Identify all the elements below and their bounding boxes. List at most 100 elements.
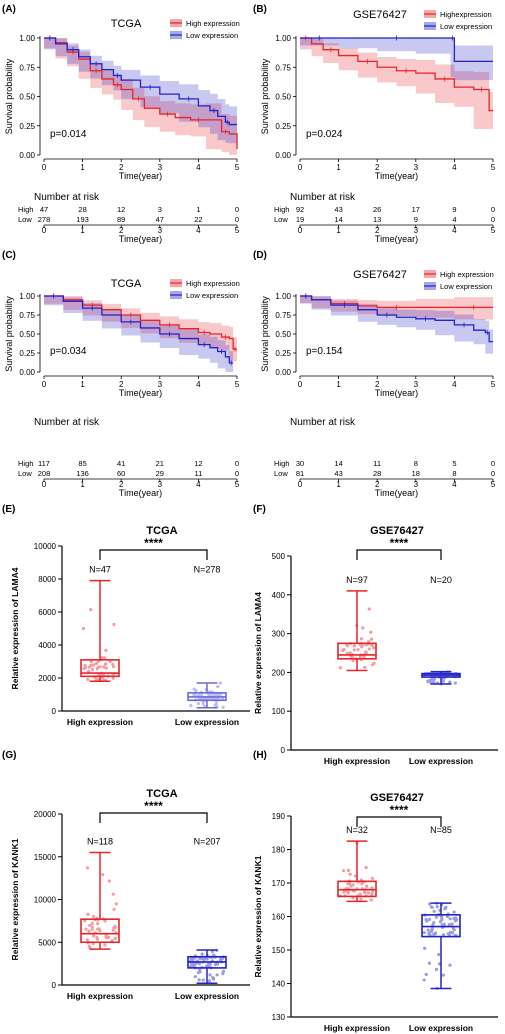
- data-point: [448, 917, 452, 921]
- risk-value: 14: [334, 215, 342, 224]
- y-axis-label: Survival probability: [4, 58, 14, 134]
- risk-value: 81: [296, 469, 304, 478]
- data-point: [104, 935, 108, 939]
- data-point: [192, 687, 196, 691]
- data-point: [369, 637, 374, 641]
- risk-value: 41: [117, 459, 125, 468]
- data-point: [103, 656, 107, 660]
- x-tick-label: 0: [298, 380, 303, 389]
- risk-x-axis-label: Time(year): [375, 488, 418, 498]
- risk-value: 43: [334, 469, 342, 478]
- data-point: [364, 865, 368, 870]
- significance-bracket: [99, 549, 208, 560]
- data-point: [370, 876, 375, 880]
- data-point: [83, 919, 87, 923]
- x-tick-label: 5: [491, 380, 496, 389]
- data-point: [86, 677, 90, 681]
- y-tick-label: 0.50: [19, 93, 35, 102]
- risk-tick-label: 0: [298, 480, 303, 489]
- x-tick-label: 1: [80, 163, 85, 172]
- legend-label: High expression: [440, 270, 494, 279]
- data-point: [451, 926, 455, 930]
- data-point: [208, 962, 212, 966]
- data-point: [189, 703, 193, 708]
- data-point: [193, 974, 197, 979]
- risk-title: Number at risk: [290, 417, 356, 428]
- n-label: N=32: [346, 825, 368, 835]
- risk-title: Number at risk: [290, 192, 356, 203]
- data-point: [363, 891, 367, 895]
- risk-title: Number at risk: [34, 192, 100, 203]
- y-tick-label: 8000: [38, 575, 56, 584]
- risk-value: 12: [194, 459, 202, 468]
- x-tick-label: 0: [42, 163, 47, 172]
- data-point: [432, 909, 436, 913]
- risk-x-axis-label: Time(year): [119, 488, 162, 498]
- data-point: [346, 868, 351, 872]
- x-tick-label: 4: [452, 163, 457, 172]
- risk-tick-label: 5: [491, 226, 496, 235]
- data-point: [213, 963, 218, 967]
- risk-value: 193: [76, 215, 89, 224]
- data-point: [349, 884, 353, 888]
- risk-value: 0: [235, 215, 239, 224]
- legend-label: Low expression: [440, 22, 492, 31]
- data-point: [112, 622, 116, 627]
- x-tick-label: 2: [375, 380, 380, 389]
- risk-value: 3: [158, 205, 162, 214]
- data-point: [359, 637, 364, 641]
- legend-label: Low expression: [440, 282, 492, 291]
- data-point: [424, 917, 428, 922]
- legend-label: High expression: [186, 19, 240, 28]
- y-tick-label: 2000: [38, 674, 56, 683]
- y-tick-label: 0.25: [19, 122, 35, 131]
- data-point: [89, 663, 93, 668]
- risk-value: 0: [491, 215, 495, 224]
- risk-value: 92: [296, 205, 304, 214]
- y-tick-label: 1.00: [275, 34, 291, 43]
- x-tick-label: 4: [196, 163, 201, 172]
- p-value: p=0.014: [50, 129, 87, 140]
- box-panel-5: (F) 0 100 200 300 400 500 Relative expression o…: [253, 504, 498, 766]
- data-point: [446, 932, 450, 936]
- data-point: [191, 962, 195, 966]
- y-tick-label: 0.00: [275, 368, 291, 377]
- y-axis-label: Survival probability: [260, 296, 270, 372]
- x-tick-label: 5: [235, 380, 240, 389]
- n-label: N=20: [430, 575, 452, 585]
- chart-title: GSE76427: [353, 9, 407, 21]
- data-point: [341, 869, 346, 873]
- risk-value: 11: [373, 459, 381, 468]
- n-label: N=97: [346, 575, 368, 585]
- x-tick-label: 4: [196, 380, 201, 389]
- data-point: [95, 661, 99, 665]
- p-value: p=0.024: [306, 129, 343, 140]
- risk-value: 28: [78, 205, 86, 214]
- chart-title: GSE76427: [353, 269, 407, 281]
- n-label: N=207: [194, 836, 221, 846]
- data-point: [423, 946, 427, 950]
- data-point: [102, 665, 106, 669]
- data-point: [370, 643, 374, 647]
- data-point: [86, 912, 90, 917]
- y-tick-label: 0.25: [275, 349, 291, 358]
- box-panel-7: (H) 130 140 150 160 170 180 190 Relative express…: [253, 750, 498, 1033]
- panel-label: (C): [2, 250, 16, 261]
- chart-title: GSE76427: [370, 792, 424, 804]
- x-tick-label: 3: [158, 163, 163, 172]
- y-tick-label: 6000: [38, 608, 56, 617]
- n-label: N=118: [87, 836, 113, 846]
- data-point: [351, 658, 355, 663]
- p-value: p=0.034: [50, 346, 87, 357]
- box: [421, 914, 461, 938]
- risk-value: 8: [414, 459, 418, 468]
- data-point: [85, 938, 90, 942]
- data-point: [197, 962, 202, 966]
- significance-stars: ****: [390, 803, 409, 817]
- data-point: [435, 905, 439, 909]
- data-point: [196, 971, 201, 975]
- panel-label: (F): [253, 504, 266, 515]
- data-point: [98, 929, 102, 933]
- data-point: [431, 923, 435, 927]
- risk-tick-label: 2: [375, 480, 380, 489]
